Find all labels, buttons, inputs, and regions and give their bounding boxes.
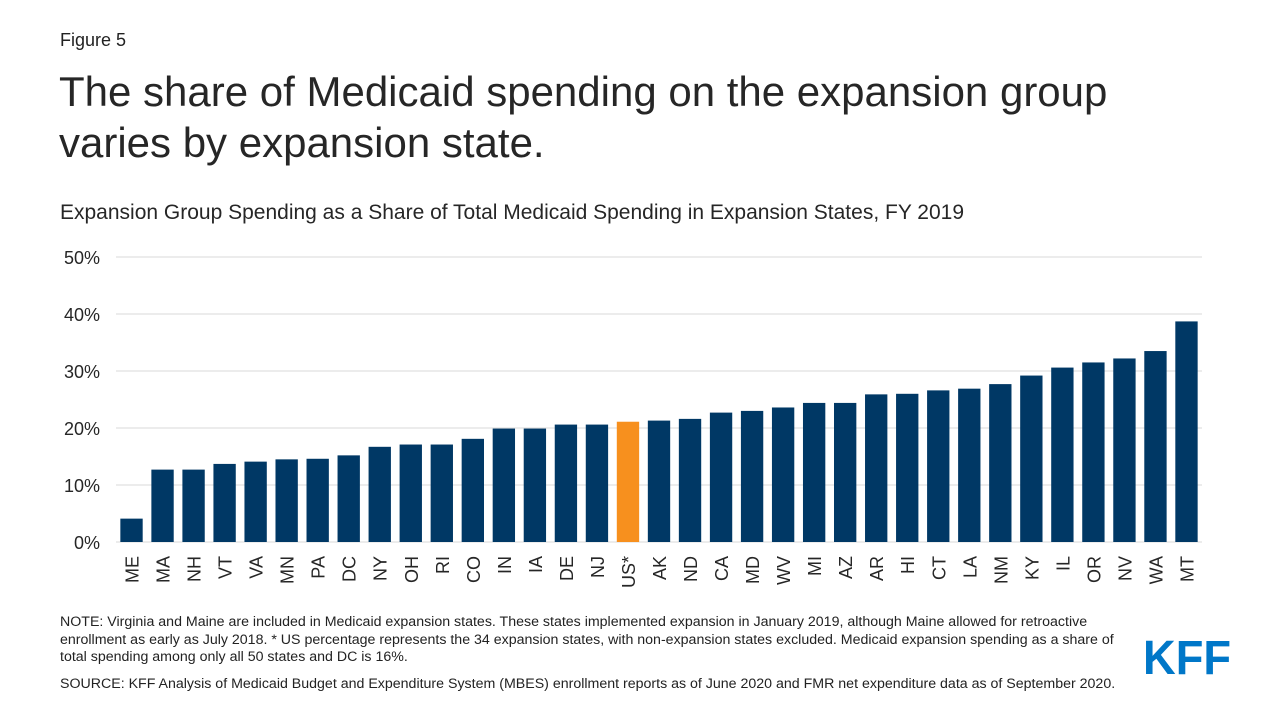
- y-tick-label: 0%: [74, 533, 100, 553]
- bar: [709, 412, 733, 542]
- bar: [834, 402, 857, 542]
- bar: [120, 518, 143, 542]
- x-tick-label: ND: [681, 556, 701, 582]
- x-tick-label: PA: [309, 556, 329, 579]
- x-tick-label: MT: [1177, 556, 1197, 582]
- bar: [151, 469, 174, 542]
- x-tick-label: NJ: [588, 556, 608, 578]
- x-tick-label: MA: [154, 556, 174, 583]
- x-tick-label: AK: [650, 556, 670, 580]
- x-tick-label: NH: [185, 556, 205, 582]
- bar: [616, 421, 640, 542]
- x-tick-label: RI: [433, 556, 453, 574]
- chart-source: SOURCE: KFF Analysis of Medicaid Budget …: [60, 676, 1116, 692]
- x-tick-label: OR: [1084, 556, 1104, 583]
- x-tick-label: DC: [340, 556, 360, 582]
- bar: [430, 444, 453, 542]
- bar: [1144, 351, 1167, 542]
- chart-note: NOTE: Virginia and Maine are included in…: [60, 614, 1114, 665]
- bar: [1175, 321, 1198, 542]
- bar: [647, 420, 671, 542]
- x-tick-label: MI: [805, 556, 825, 576]
- bar: [927, 390, 950, 542]
- x-tick-label: DE: [557, 556, 577, 581]
- bar: [740, 410, 764, 542]
- bar: [306, 458, 329, 542]
- y-tick-label: 30%: [64, 362, 100, 382]
- x-tick-label: MN: [278, 556, 298, 584]
- bar: [182, 469, 205, 542]
- chart-subtitle: Expansion Group Spending as a Share of T…: [60, 201, 964, 224]
- x-tick-label: MD: [743, 556, 763, 584]
- x-tick-label: AR: [867, 556, 887, 581]
- bar: [1082, 362, 1105, 542]
- bar: [275, 459, 298, 542]
- bar: [368, 446, 391, 542]
- x-tick-label: NY: [371, 556, 391, 581]
- bar: [554, 424, 578, 542]
- x-tick-label: HI: [898, 556, 918, 574]
- logo-text: KFF: [1143, 632, 1231, 678]
- x-tick-label: IL: [1053, 556, 1073, 571]
- bar: [1113, 358, 1136, 542]
- y-tick-label: 20%: [64, 419, 100, 439]
- y-tick-label: 50%: [64, 248, 100, 268]
- x-tick-label: AZ: [836, 556, 856, 579]
- bar: [989, 384, 1012, 542]
- x-tick-label: WA: [1146, 556, 1166, 584]
- x-tick-label: CA: [712, 556, 732, 581]
- bar: [523, 428, 547, 542]
- x-tick-label: KY: [1022, 556, 1042, 580]
- x-tick-label: CT: [929, 556, 949, 580]
- bar: [492, 428, 516, 542]
- y-tick-label: 40%: [64, 305, 100, 325]
- x-tick-label: NV: [1115, 556, 1135, 581]
- bar: [1020, 375, 1043, 542]
- bar: [802, 402, 826, 542]
- bar: [337, 455, 360, 542]
- bar: [958, 388, 981, 542]
- x-tick-label: WV: [774, 556, 794, 585]
- x-tick-label: ME: [123, 556, 143, 583]
- bar: [399, 444, 422, 542]
- bar: [678, 418, 702, 542]
- x-tick-label: OH: [402, 556, 422, 583]
- x-tick-label: NM: [991, 556, 1011, 584]
- bar: [213, 463, 236, 542]
- x-tick-label: CO: [464, 556, 484, 583]
- bar: [771, 407, 795, 542]
- figure-label: Figure 5: [60, 30, 127, 50]
- bar: [1051, 367, 1074, 542]
- bar: [585, 424, 609, 542]
- y-tick-label: 10%: [64, 476, 100, 496]
- bar: [896, 393, 919, 542]
- x-tick-label: US*: [619, 556, 639, 588]
- kff-logo: KFF: [1143, 632, 1231, 678]
- chart-title: The share of Medicaid spending on the ex…: [59, 68, 1108, 166]
- x-tick-label: LA: [960, 556, 980, 578]
- x-tick-label: VA: [247, 556, 267, 579]
- bar-chart: 0% 10% 20% 30% 40% 50% ME MA NH VT VA MN PA DC NY OH RI C…: [64, 248, 1202, 588]
- bar: [865, 394, 888, 542]
- bar: [461, 438, 484, 542]
- bar: [244, 461, 267, 542]
- x-tick-label: VT: [216, 556, 236, 579]
- x-tick-label: IN: [495, 556, 515, 574]
- x-tick-label: IA: [526, 556, 546, 573]
